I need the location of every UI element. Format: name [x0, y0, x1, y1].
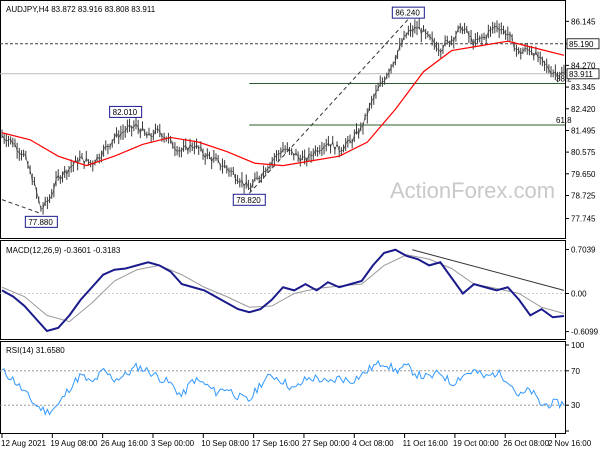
price-label-box — [109, 105, 143, 118]
x-tick-label: 10 Sep 08:00 — [201, 439, 249, 448]
current-price-box — [566, 68, 600, 80]
price-label-box — [232, 193, 266, 206]
x-tick-label: 17 Sep 16:00 — [252, 439, 300, 448]
current-price-label: 83.911 — [569, 70, 593, 79]
x-tick-label: 4 Oct 08:00 — [352, 439, 394, 448]
price-label-text: 86.240 — [395, 9, 420, 18]
macd-y-tick-label: 0.00 — [571, 290, 587, 299]
price-label-text: 77.880 — [28, 218, 53, 227]
macd-line — [1, 248, 565, 333]
price-series — [1, 25, 565, 210]
resistance-price-label: 85.190 — [569, 40, 594, 49]
price-label-text: 82.010 — [113, 108, 138, 117]
price-y-tick-label: 82.420 — [571, 105, 596, 114]
macd-panel — [0, 240, 566, 340]
rsi-y-tick-label: 30 — [571, 401, 580, 410]
dashed-trendline — [248, 18, 409, 194]
price-y-tick-label: 86.145 — [571, 17, 596, 26]
macd-signal-line — [1, 254, 565, 323]
fib-level-label: 61.8 — [556, 116, 572, 125]
resistance-price-box — [566, 38, 600, 50]
price-y-tick-label: 81.495 — [571, 127, 596, 136]
watermark: ActionForex.com — [390, 178, 555, 203]
price-y-tick-label: 78.725 — [571, 192, 596, 201]
x-tick-label: 12 Aug 2021 — [1, 439, 46, 448]
x-tick-label: 27 Sep 00:00 — [302, 439, 350, 448]
price-label-box — [24, 215, 58, 228]
x-tick-label: 3 Sep 00:00 — [151, 439, 195, 448]
price-y-tick-label: 83.345 — [571, 83, 596, 92]
price-label-box — [391, 6, 425, 19]
macd-y-tick-label: 0.7039 — [571, 246, 596, 255]
x-tick-label: 2 Nov 16:00 — [548, 439, 592, 448]
x-tick-label: 19 Oct 00:00 — [453, 439, 499, 448]
price-y-tick-label: 77.745 — [571, 215, 596, 224]
price-header: AUDJPY,H4 83.872 83.916 83.808 83.911 — [6, 5, 156, 14]
moving-average-line — [1, 40, 565, 167]
macd-trendline — [412, 249, 565, 291]
macd-y-tick-label: -0.6099 — [571, 328, 599, 337]
macd-header: MACD(12,26,9) -0.3601 -0.3183 — [6, 246, 121, 255]
price-y-tick-label: 79.650 — [571, 170, 596, 179]
price-y-tick-label: 84.270 — [571, 61, 596, 70]
rsi-y-tick-label: 70 — [571, 367, 580, 376]
x-tick-label: 19 Aug 08:00 — [50, 439, 98, 448]
price-label-text: 78.820 — [236, 196, 261, 205]
rsi-line — [1, 359, 565, 416]
x-tick-label: 26 Aug 16:00 — [101, 439, 149, 448]
rsi-header: RSI(14) 31.6580 — [6, 346, 65, 355]
x-tick-label: 11 Oct 16:00 — [403, 439, 449, 448]
rsi-panel — [0, 341, 566, 434]
x-tick-label: 26 Oct 08:00 — [503, 439, 549, 448]
rsi-y-tick-label: 100 — [571, 341, 585, 350]
fib-level-label: 38.2 — [556, 74, 572, 83]
price-y-tick-label: 80.575 — [571, 148, 596, 157]
